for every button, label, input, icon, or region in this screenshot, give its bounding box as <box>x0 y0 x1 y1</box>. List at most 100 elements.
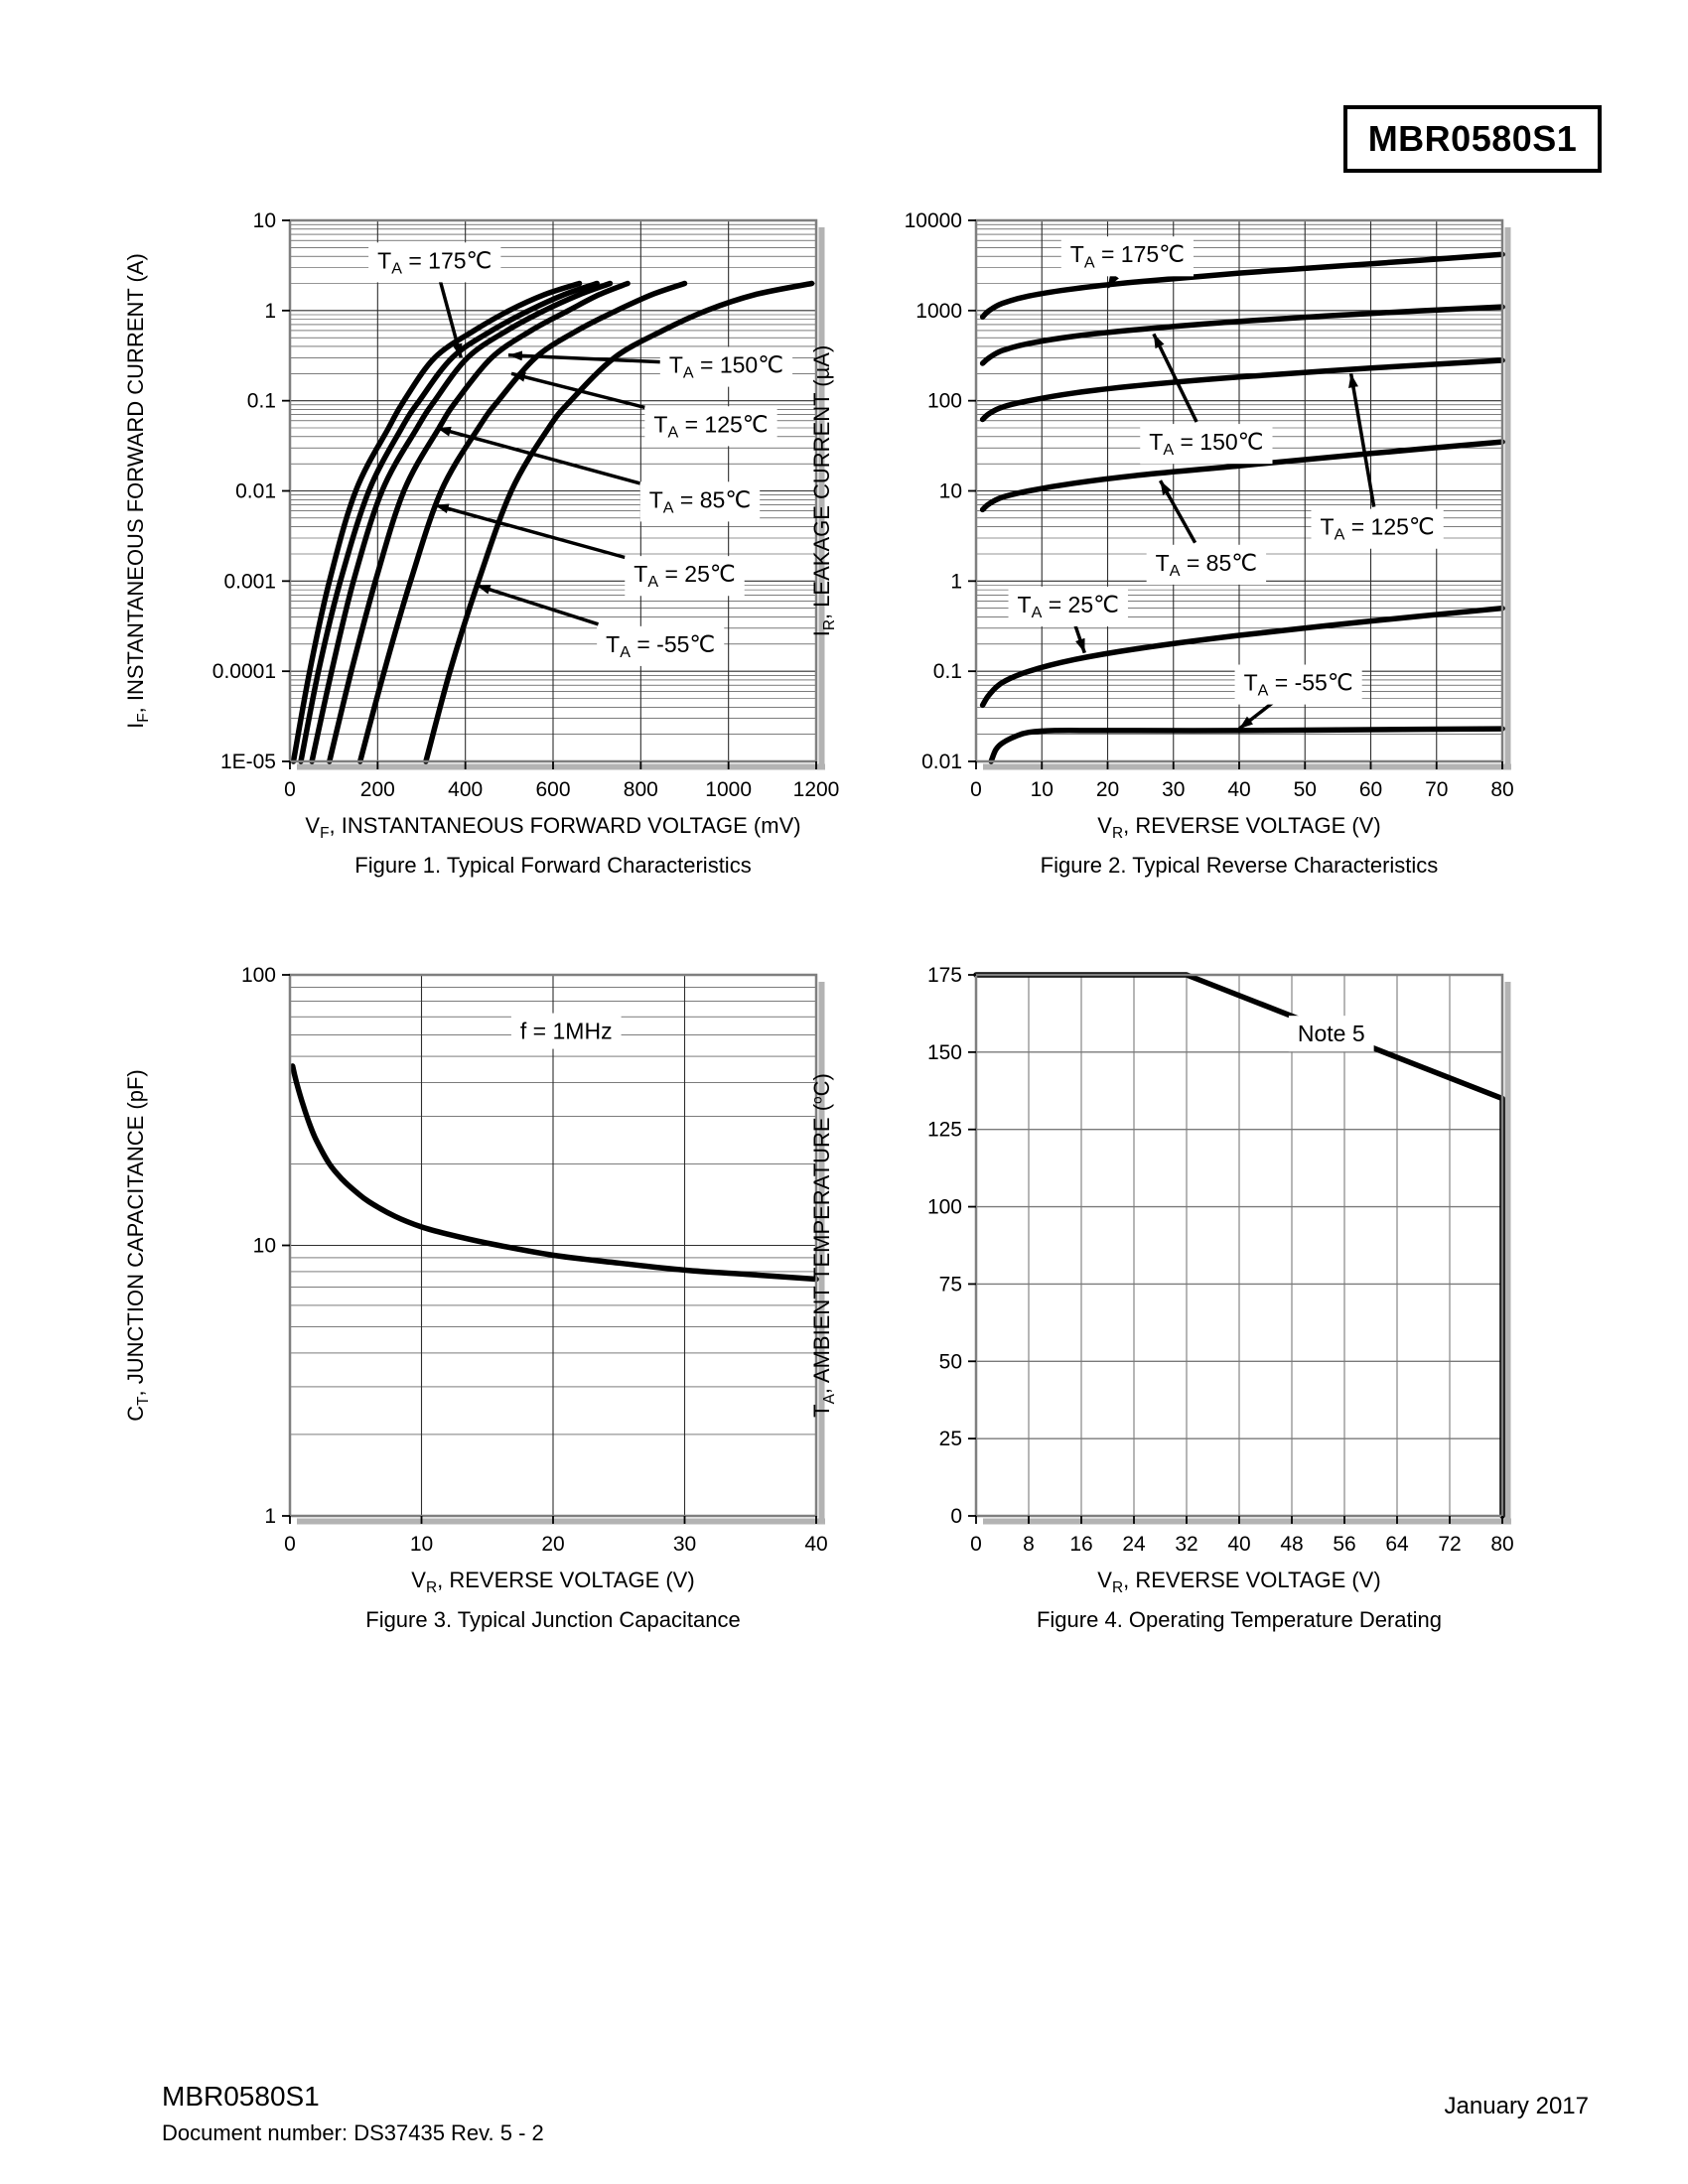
plot-shadow-right <box>818 227 825 769</box>
annotation: TA = 150℃ <box>1140 333 1273 465</box>
curve-ta-55c <box>423 280 815 764</box>
svg-text:TA = 150℃: TA = 150℃ <box>1149 429 1263 459</box>
annotation: TA = 125℃ <box>1311 373 1444 549</box>
svg-text:72: 72 <box>1438 1533 1461 1556</box>
svg-text:IF, INSTANTANEOUS FORWARD CURR: IF, INSTANTANEOUS FORWARD CURRENT (A) <box>123 253 152 729</box>
svg-text:TA = 25℃: TA = 25℃ <box>633 561 735 591</box>
plot-shadow-bottom <box>297 763 825 770</box>
svg-text:56: 56 <box>1333 1533 1355 1556</box>
svg-text:24: 24 <box>1122 1533 1146 1556</box>
gridlines <box>976 975 1502 1516</box>
svg-text:20: 20 <box>541 1533 564 1556</box>
svg-text:100: 100 <box>241 964 276 987</box>
svg-text:40: 40 <box>804 1533 827 1556</box>
svg-text:100: 100 <box>927 1196 962 1219</box>
svg-text:40: 40 <box>1227 1533 1250 1556</box>
svg-text:Note 5: Note 5 <box>1298 1021 1365 1046</box>
curve-ta150c <box>979 304 1505 366</box>
svg-text:175: 175 <box>927 964 962 987</box>
svg-text:50: 50 <box>939 1350 962 1373</box>
svg-text:800: 800 <box>624 778 658 801</box>
svg-text:0.0001: 0.0001 <box>212 660 276 683</box>
svg-text:0: 0 <box>284 778 296 801</box>
plot-shadow-right <box>818 982 825 1524</box>
curve-ta125c <box>309 280 614 764</box>
svg-text:10: 10 <box>253 209 276 232</box>
figure-4: 0 8 16 24 32 40 48 56 64 72 80 175 150 125 100 75 50 25 0 V… <box>777 939 1552 1633</box>
figure-3-caption: Figure 3. Typical Junction Capacitance <box>365 1607 741 1632</box>
svg-text:IR, LEAKAGE CURRENT (µA): IR, LEAKAGE CURRENT (µA) <box>809 345 838 637</box>
svg-text:50: 50 <box>1294 778 1317 801</box>
figure-4-chart: 0 8 16 24 32 40 48 56 64 72 80 175 150 125 100 75 50 25 0 V… <box>809 964 1514 1596</box>
series-curves <box>290 280 815 764</box>
svg-text:TA = 125℃: TA = 125℃ <box>653 411 768 441</box>
svg-text:64: 64 <box>1385 1533 1409 1556</box>
axes: 0 10 20 30 40 50 60 70 80 10000 1000 100 10 1 0.1 0.01 V… <box>809 209 1514 842</box>
annotation: TA = 175℃ <box>1060 236 1194 289</box>
figure-2-chart: 0 10 20 30 40 50 60 70 80 10000 1000 100 10 1 0.1 0.01 V… <box>809 209 1514 842</box>
svg-text:10: 10 <box>1031 778 1054 801</box>
svg-text:1: 1 <box>264 300 276 323</box>
svg-text:70: 70 <box>1425 778 1448 801</box>
svg-text:10: 10 <box>939 480 962 503</box>
svg-text:200: 200 <box>360 778 395 801</box>
svg-text:VR, REVERSE VOLTAGE (V): VR, REVERSE VOLTAGE (V) <box>1097 813 1380 842</box>
figure-1-caption: Figure 1. Typical Forward Characteristic… <box>354 853 752 878</box>
svg-text:VR, REVERSE VOLTAGE (V): VR, REVERSE VOLTAGE (V) <box>411 1568 694 1596</box>
curve-ta-55c <box>988 726 1505 764</box>
svg-text:0: 0 <box>284 1533 296 1556</box>
plot-shadow-right <box>1504 227 1511 769</box>
annotation: TA = -55℃ <box>1234 664 1362 731</box>
svg-text:CT, JUNCTION CAPACITANCE (pF): CT, JUNCTION CAPACITANCE (pF) <box>123 1069 152 1422</box>
svg-text:80: 80 <box>1490 778 1513 801</box>
svg-text:600: 600 <box>535 778 570 801</box>
footer-document-number: Document number: DS37435 Rev. 5 - 2 <box>162 2120 544 2145</box>
svg-text:32: 32 <box>1175 1533 1197 1556</box>
annotation: TA = -55℃ <box>476 583 725 666</box>
svg-text:48: 48 <box>1280 1533 1303 1556</box>
svg-text:8: 8 <box>1023 1533 1035 1556</box>
plot-shadow-bottom <box>297 1518 825 1525</box>
svg-text:10: 10 <box>410 1533 433 1556</box>
curve-ta25c <box>979 605 1505 709</box>
figure-1-chart: 0 200 400 600 800 1000 1200 10 1 0.1 0.01 0.001 0.00… <box>123 209 839 842</box>
plot-shadow-right <box>1504 982 1511 1524</box>
curve-ta85c <box>327 280 631 764</box>
figure-4-caption: Figure 4. Operating Temperature Derating <box>1036 1607 1443 1632</box>
svg-text:1: 1 <box>264 1505 276 1528</box>
svg-text:f = 1MHz: f = 1MHz <box>520 1019 613 1044</box>
svg-text:TA = 175℃: TA = 175℃ <box>377 247 492 277</box>
svg-text:TA = -55℃: TA = -55℃ <box>1244 670 1353 700</box>
svg-text:0: 0 <box>950 1505 962 1528</box>
svg-text:1E-05: 1E-05 <box>220 751 276 773</box>
curve-ta125c <box>979 357 1505 423</box>
svg-text:125: 125 <box>927 1119 962 1142</box>
svg-text:VR, REVERSE VOLTAGE (V): VR, REVERSE VOLTAGE (V) <box>1097 1568 1380 1596</box>
svg-text:0.1: 0.1 <box>933 660 962 683</box>
curve-ta175c <box>979 251 1505 320</box>
series-curves <box>289 1063 819 1283</box>
annotation: TA = 25℃ <box>1008 586 1128 654</box>
figure-1: 0 200 400 600 800 1000 1200 10 1 0.1 0.01 0.001 0.00… <box>91 185 866 879</box>
svg-text:10000: 10000 <box>905 209 962 232</box>
svg-text:30: 30 <box>1162 778 1185 801</box>
curve-ta175c <box>290 280 583 764</box>
annotation: Note 5 <box>1288 1016 1374 1052</box>
axes: 0 8 16 24 32 40 48 56 64 72 80 175 150 125 100 75 50 25 0 V… <box>809 964 1514 1596</box>
annotation: TA = 25℃ <box>434 502 745 597</box>
svg-text:25: 25 <box>939 1428 962 1450</box>
svg-text:1000: 1000 <box>915 300 962 323</box>
svg-text:150: 150 <box>927 1041 962 1064</box>
curve-ctvsvr <box>289 1063 819 1283</box>
svg-text:80: 80 <box>1490 1533 1513 1556</box>
figure-2-caption: Figure 2. Typical Reverse Characteristic… <box>1040 853 1439 878</box>
svg-text:20: 20 <box>1096 778 1119 801</box>
plot-shadow-bottom <box>983 1518 1511 1525</box>
svg-text:TA = -55℃: TA = -55℃ <box>606 631 715 661</box>
svg-text:1000: 1000 <box>705 778 752 801</box>
svg-text:TA = 85℃: TA = 85℃ <box>649 486 751 516</box>
figure-2: 0 10 20 30 40 50 60 70 80 10000 1000 100 10 1 0.1 0.01 V… <box>777 185 1552 879</box>
figure-3: 0 10 20 30 40 100 10 1 VR, REVERSE VOLTAGE (V) CT… <box>91 939 866 1633</box>
svg-text:TA = 25℃: TA = 25℃ <box>1018 592 1119 621</box>
